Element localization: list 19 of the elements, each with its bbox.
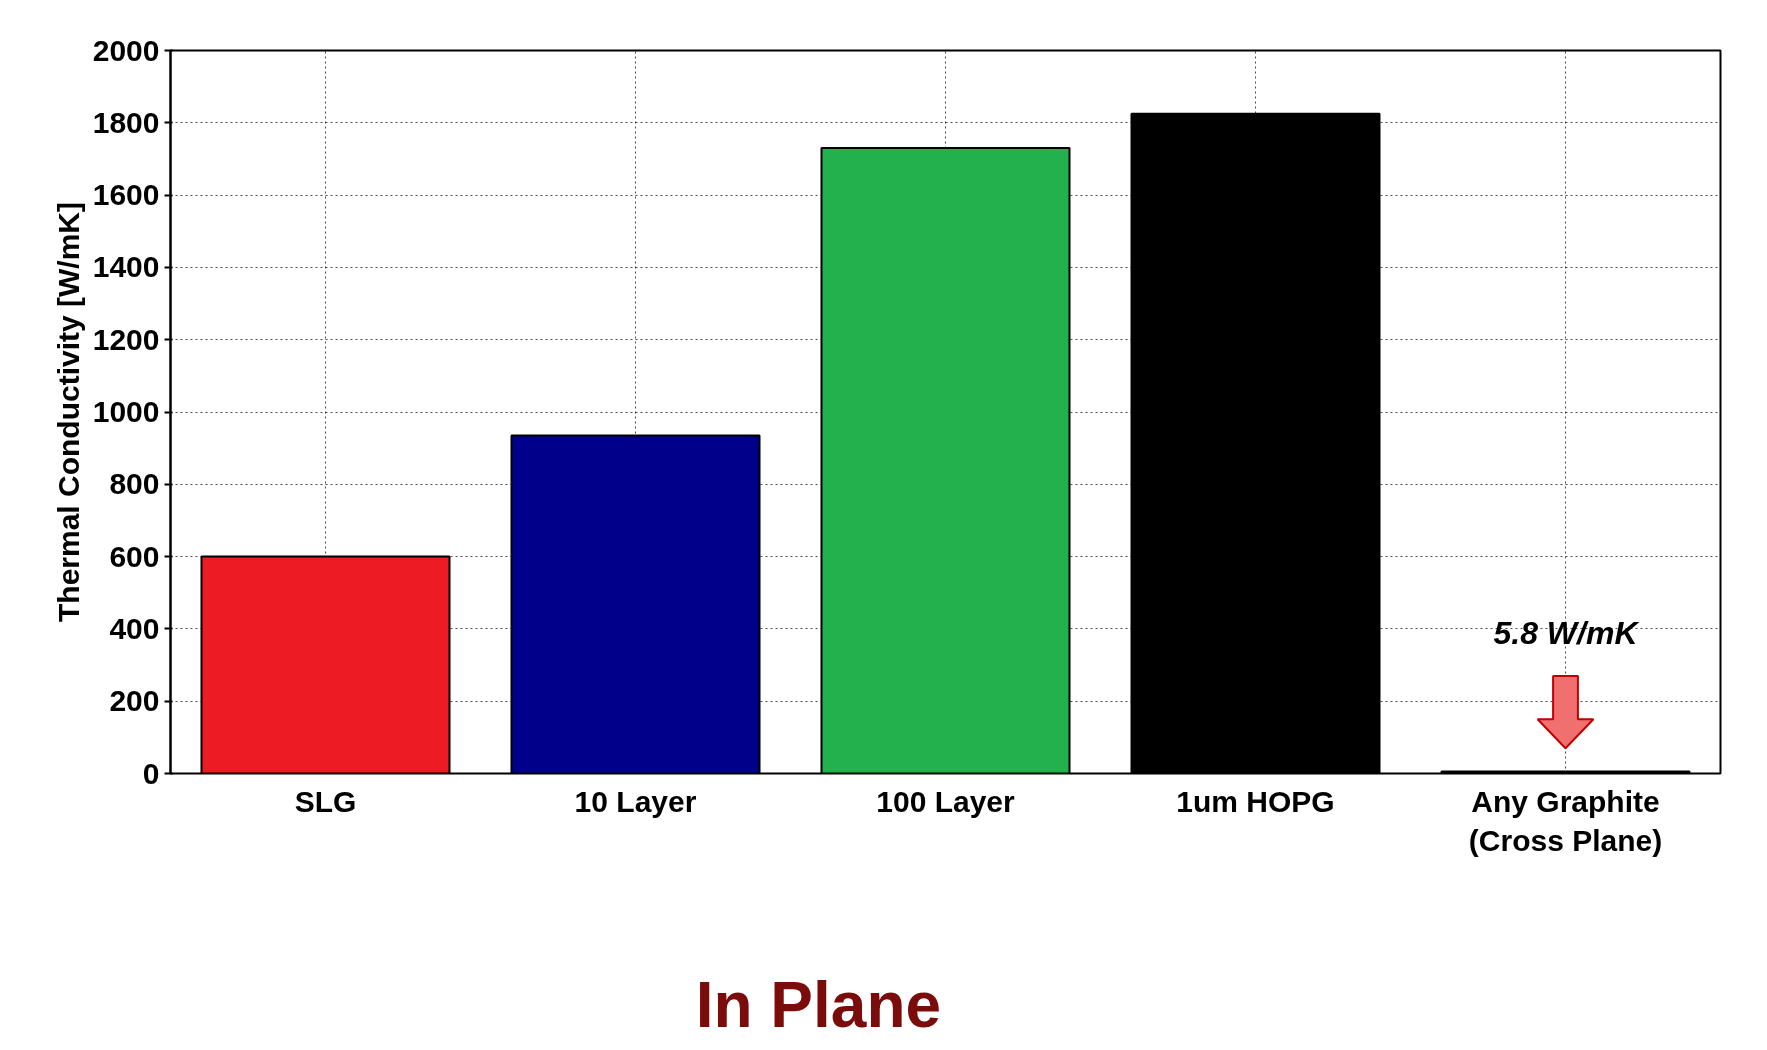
y-tick-label: 200 <box>109 684 160 718</box>
y-tick-label: 0 <box>142 756 160 790</box>
y-tick-label: 1000 <box>92 395 160 428</box>
y-tick-label: 2000 <box>92 33 160 67</box>
y-axis-title: Thermal Conductivity [W/mK] <box>51 201 85 623</box>
y-tick-label: 800 <box>109 467 160 501</box>
y-tick-label: 400 <box>109 611 160 645</box>
y-tick-label: 1800 <box>92 105 160 139</box>
x-tick-label: Any Graphite (Cross Plane) <box>1468 784 1663 858</box>
text: In Plane <box>695 968 942 1041</box>
annotation: 5.8 W/mK <box>1493 614 1641 651</box>
x-tick-label: SLG <box>294 784 357 818</box>
y-tick-label: 1400 <box>92 250 160 284</box>
x-tick-label: 10 Layer <box>574 784 697 818</box>
y-tick-label: 1600 <box>92 178 160 212</box>
x-tick-label: 100 Layer <box>876 784 1016 818</box>
y-tick-label: 1200 <box>92 322 160 356</box>
x-tick-label: 1um HOPG <box>1176 784 1335 818</box>
y-tick-label: 600 <box>109 539 160 573</box>
